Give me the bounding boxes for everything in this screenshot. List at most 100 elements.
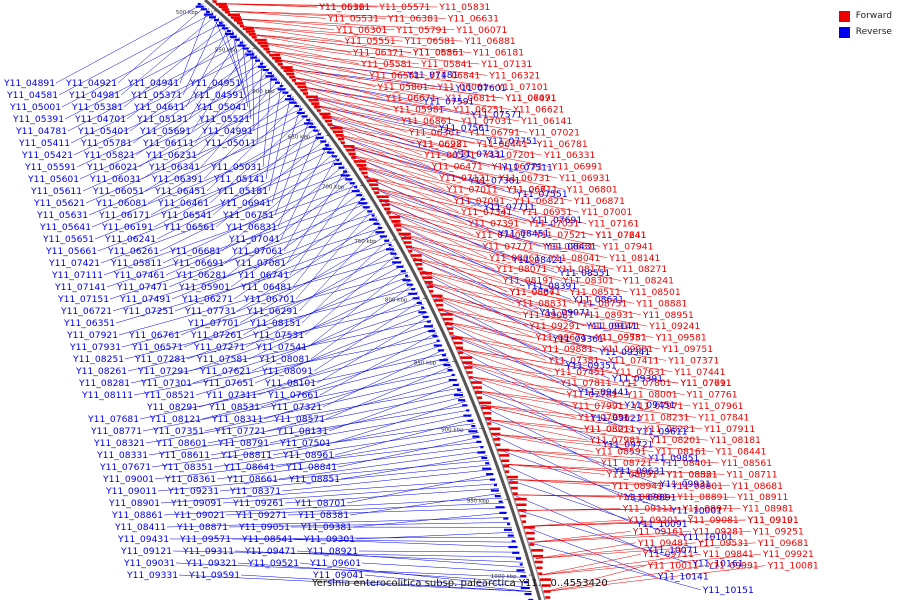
reverse-feature-mark: [416, 301, 422, 305]
forward-gene-label: Y11_08231: [637, 412, 689, 423]
forward-feature-mark: [458, 351, 464, 355]
forward-gene-label: Y11_06061: [436, 82, 488, 93]
forward-gene-connector: [476, 390, 577, 418]
reverse-gene-label: Y11_06461: [157, 198, 209, 209]
reverse-right-gene-label: Y11_09361: [552, 334, 604, 345]
forward-gene-label: Y11_09191: [747, 515, 799, 526]
forward-gene-label: Y11_06181: [472, 48, 524, 59]
forward-gene-connector: [525, 519, 746, 527]
reverse-feature-mark: [331, 155, 337, 158]
legend-forward-label: Forward: [855, 11, 892, 21]
reverse-feature-mark: [467, 419, 474, 422]
reverse-feature-mark: [432, 334, 438, 337]
reverse-feature-mark: [296, 111, 305, 115]
reverse-gene-label: Y11_04581: [6, 90, 58, 101]
reverse-gene-connector: [186, 276, 410, 360]
forward-gene-connector: [322, 114, 423, 156]
forward-gene-label: Y11_06321: [488, 70, 540, 81]
reverse-right-gene-label: Y11_09441: [577, 387, 629, 398]
forward-feature-mark: [245, 30, 255, 33]
reverse-gene-label: Y11_06701: [243, 294, 295, 305]
reverse-gene-label: Y11_05391: [12, 114, 64, 125]
reverse-gene-connector: [178, 574, 532, 592]
reverse-gene-connector: [234, 550, 523, 563]
forward-feature-mark: [283, 69, 294, 72]
reverse-gene-label: Y11_07651: [202, 378, 254, 389]
reverse-gene-connector: [201, 357, 449, 420]
reverse-right-gene-connector: [528, 542, 701, 591]
reverse-feature-mark: [301, 115, 308, 118]
forward-gene-label: Y11_06371: [352, 48, 404, 59]
forward-feature-mark: [218, 5, 228, 9]
tick-label: 900 kbp: [441, 427, 464, 433]
forward-gene-connector: [306, 95, 527, 133]
reverse-right-gene-label: Y11_08421: [511, 255, 563, 266]
forward-gene-connector: [366, 176, 527, 224]
reverse-right-gene-connector: [405, 245, 538, 313]
reverse-gene-connector: [163, 497, 503, 516]
reverse-feature-mark: [289, 101, 297, 104]
reverse-gene-label: Y11_07531: [252, 330, 304, 341]
reverse-feature-mark: [385, 248, 394, 251]
reverse-feature-mark: [208, 16, 216, 19]
reverse-feature-mark: [392, 261, 402, 264]
reverse-gene-label: Y11_05621: [33, 198, 85, 209]
reverse-feature-mark: [524, 592, 532, 596]
reverse-right-gene-label: Y11_09341: [598, 347, 650, 358]
reverse-gene-connector: [225, 502, 504, 516]
forward-gene-label: Y11_07611: [679, 378, 731, 389]
reverse-feature-mark: [369, 218, 378, 221]
forward-gene-label: Y11_08681: [731, 481, 783, 492]
forward-feature-mark: [460, 356, 473, 359]
forward-gene-connector: [433, 295, 654, 338]
forward-feature-mark: [507, 475, 519, 479]
reverse-gene-label: Y11_09031: [123, 558, 175, 569]
forward-gene-label: Y11_09921: [762, 549, 814, 560]
tick-label: 850 kbp: [414, 360, 437, 366]
reverse-right-gene-label: Y11_07481: [406, 70, 458, 81]
reverse-right-gene-label: Y11_09451: [623, 400, 675, 411]
reverse-gene-connector: [268, 93, 292, 192]
forward-gene-connector: [283, 67, 504, 99]
forward-gene-connector: [540, 553, 761, 576]
reverse-gene-label: Y11_06111: [142, 138, 194, 149]
forward-feature-mark: [391, 220, 401, 223]
forward-feature-mark: [525, 531, 535, 535]
forward-gene-label: Y11_09201: [627, 515, 679, 526]
reverse-feature-mark: [498, 500, 503, 503]
reverse-right-gene-connector: [523, 526, 656, 577]
forward-gene-connector: [337, 134, 438, 179]
forward-gene-connector: [545, 565, 706, 592]
forward-gene-label: Y11_07451: [553, 367, 605, 378]
reverse-gene-label: Y11_05661: [45, 246, 97, 257]
forward-feature-mark: [212, 0, 217, 3]
forward-gene-connector: [329, 124, 550, 167]
forward-gene-connector: [259, 42, 360, 65]
forward-gene-label: Y11_07391: [467, 219, 519, 230]
tick-label: 600 kbp: [252, 89, 275, 95]
forward-feature-mark: [376, 195, 389, 198]
forward-gene-label: Y11_08801: [671, 481, 723, 492]
reverse-gene-connector: [307, 268, 406, 348]
reverse-feature-mark: [436, 339, 440, 342]
forward-gene-connector: [275, 59, 496, 88]
reverse-gene-label: Y11_09051: [238, 522, 290, 533]
reverse-feature-mark: [439, 359, 449, 362]
reverse-feature-mark: [354, 186, 358, 189]
reverse-gene-connector: [126, 34, 238, 120]
reverse-feature-mark: [515, 557, 521, 560]
reverse-gene-label: Y11_07291: [137, 366, 189, 377]
reverse-gene-label: Y11_08131: [276, 426, 328, 437]
forward-feature-mark: [224, 10, 230, 14]
reverse-feature-mark: [218, 21, 222, 24]
forward-gene-connector: [498, 448, 659, 464]
reverse-gene-connector: [123, 24, 227, 108]
reverse-gene-label: Y11_06241: [104, 234, 156, 245]
reverse-gene-label: Y11_05651: [42, 234, 94, 245]
reverse-gene-label: Y11_09261: [232, 498, 284, 509]
forward-feature-mark: [472, 386, 482, 389]
forward-gene-connector: [314, 104, 535, 145]
forward-gene-connector: [267, 50, 428, 76]
reverse-feature-mark: [426, 320, 431, 323]
reverse-gene-connector: [227, 178, 354, 276]
